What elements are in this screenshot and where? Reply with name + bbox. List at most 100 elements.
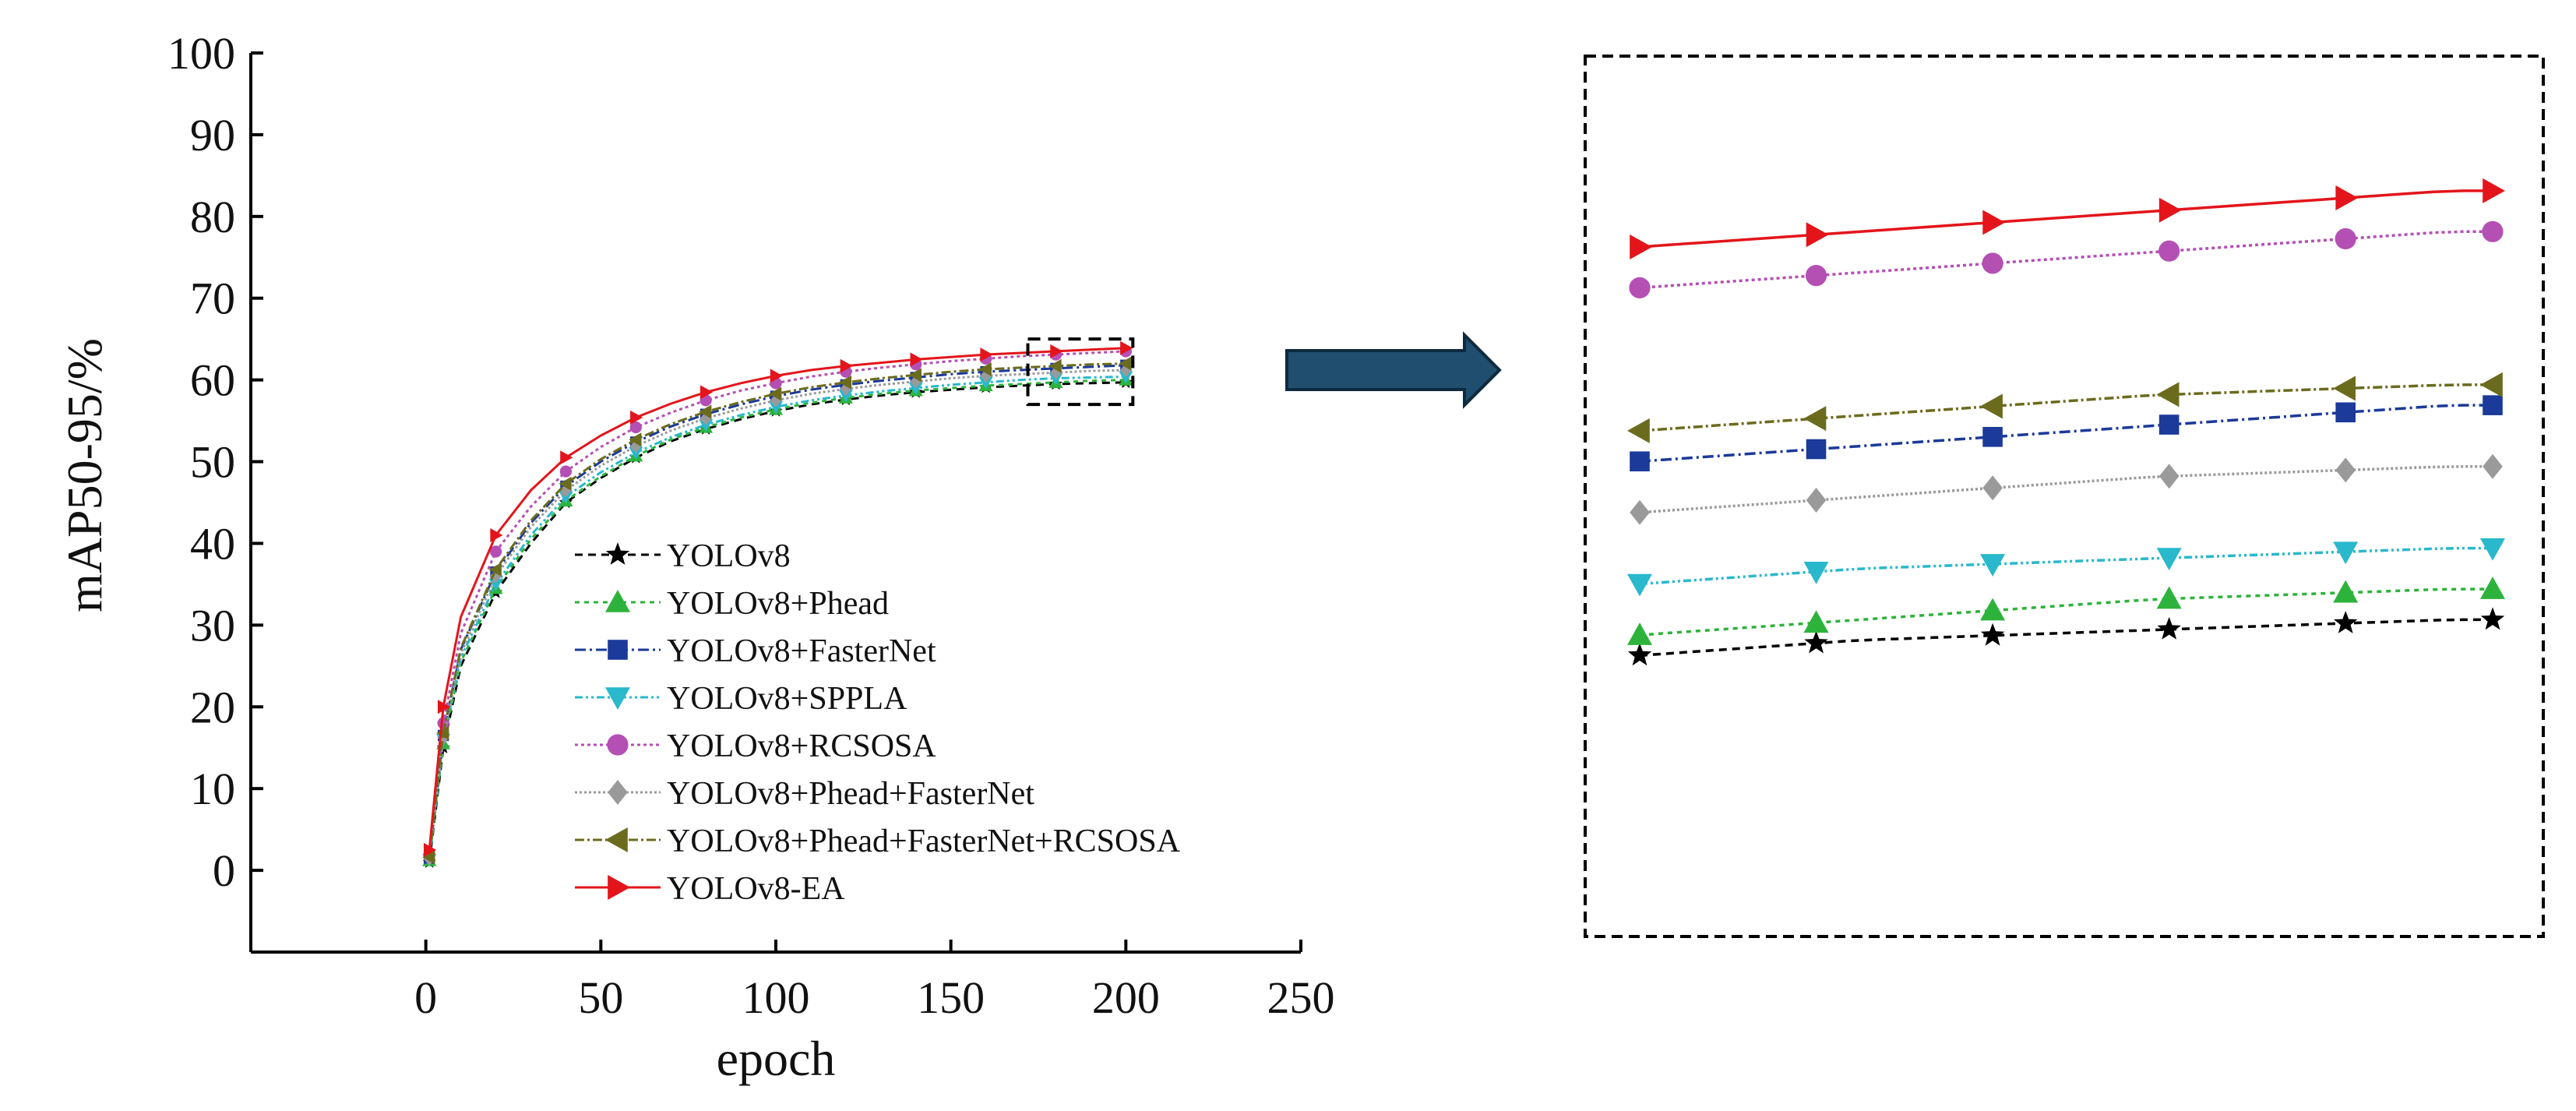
inset-series-yolov8 <box>1627 607 2505 666</box>
inset-data-point <box>1629 277 1651 298</box>
inset-series-line <box>1639 546 2493 586</box>
inset-data-point <box>2158 197 2182 223</box>
legend-label: YOLOv8+SPPLA <box>667 681 907 717</box>
inset-data-point <box>2156 548 2182 571</box>
inset-series-line <box>1639 587 2493 637</box>
inset-data-point <box>1630 234 1652 259</box>
inset-series-yolov8-ea <box>1630 178 2505 259</box>
y-tick-label: 90 <box>190 110 235 160</box>
inset-data-point <box>2335 185 2359 211</box>
y-tick-label: 50 <box>190 437 235 488</box>
legend-marker <box>605 542 630 565</box>
y-tick-label: 20 <box>190 682 235 732</box>
inset-series-yolov8-phead <box>1627 577 2505 645</box>
inset-data-point <box>2158 414 2180 435</box>
data-point <box>560 450 573 465</box>
data-point <box>630 439 642 453</box>
data-point <box>630 410 643 425</box>
zoom-inset <box>1584 55 2545 938</box>
series-line <box>428 364 1126 859</box>
inset-data-point <box>1980 598 2006 621</box>
inset-series-line <box>1639 189 2493 249</box>
legend-marker <box>605 590 630 612</box>
inset-data-point <box>2334 611 2358 633</box>
data-point <box>1050 344 1063 358</box>
y-tick-label: 10 <box>190 764 235 814</box>
legend-label: YOLOv8 <box>667 538 791 574</box>
x-tick-label: 200 <box>1092 972 1160 1023</box>
data-point <box>838 375 852 390</box>
data-point <box>978 376 993 390</box>
inset-data-point <box>1803 561 1829 584</box>
x-tick-label: 250 <box>1267 972 1335 1023</box>
legend-label: YOLOv8-EA <box>667 871 845 907</box>
inset-data-point <box>2156 382 2180 407</box>
y-tick-label: 40 <box>190 518 235 569</box>
legend: YOLOv8 YOLOv8+Phead YOLOv8+FasterNet YOLOv8… <box>575 538 1181 907</box>
inset-series-line <box>1639 383 2493 432</box>
inset-data-point <box>2156 586 2182 609</box>
x-tick-label: 100 <box>742 972 810 1023</box>
y-tick-label: 70 <box>190 273 235 324</box>
inset-data-point <box>1805 265 1827 287</box>
data-point <box>1048 358 1062 373</box>
main-plot: 0 50 100 150 200 250 0 10 20 30 40 50 60 70 80 90 100 e… <box>57 28 1335 1086</box>
data-point <box>980 369 992 383</box>
data-point <box>700 385 714 400</box>
data-point <box>769 386 782 401</box>
inset-data-point <box>1980 554 2006 577</box>
y-axis-ticks: 0 10 20 30 40 50 60 70 80 90 100 <box>167 28 263 896</box>
data-point <box>629 446 643 460</box>
data-point <box>770 369 783 383</box>
y-axis-title: mAP50-95/% <box>57 338 112 612</box>
data-point <box>908 368 922 383</box>
inset-data-point <box>1627 573 1652 597</box>
inset-data-point <box>2335 227 2356 250</box>
data-point <box>1120 340 1133 355</box>
inset-data-point <box>2480 577 2505 599</box>
inset-series-yolov8-phead-fasternet-rcsosa <box>1627 372 2503 443</box>
inset-data-point <box>2333 580 2359 603</box>
series-line <box>428 379 1126 861</box>
inset-data-point <box>1982 252 2003 274</box>
legend-label: YOLOv8+Phead <box>667 586 889 622</box>
inset-data-point <box>1627 418 1650 443</box>
legend-marker <box>605 827 628 852</box>
x-axis-title: epoch <box>717 1031 836 1086</box>
series-line <box>428 350 1126 855</box>
data-point <box>910 374 922 389</box>
y-tick-label: 60 <box>190 355 235 406</box>
data-point <box>978 362 992 376</box>
inset-data-point <box>1627 623 1652 645</box>
data-point <box>1119 356 1132 371</box>
zoom-region-box <box>1026 337 1135 407</box>
main-series-group <box>422 340 1133 868</box>
data-point <box>423 842 437 857</box>
data-point <box>559 465 573 478</box>
legend-item: YOLOv8+Phead+FasterNet <box>575 776 1034 812</box>
inset-data-point <box>1630 499 1650 525</box>
y-tick-label: 30 <box>190 600 235 651</box>
inset-data-point <box>1982 210 2006 235</box>
data-point <box>629 432 642 447</box>
legend-item: YOLOv8+RCSOSA <box>575 728 936 764</box>
legend-label: YOLOv8+Phead+FasterNet+RCSOSA <box>667 824 1181 859</box>
inset-series-line <box>1639 404 2493 463</box>
inset-series-line <box>1639 618 2493 658</box>
series-yolov8-phead-fasternet-rcsosa <box>422 356 1132 865</box>
data-point <box>1119 371 1133 384</box>
data-point <box>490 527 503 542</box>
series-line <box>428 362 1126 858</box>
inset-data-point <box>2333 376 2356 401</box>
data-point <box>488 563 502 577</box>
legend-label: YOLOv8+Phead+FasterNet <box>667 776 1034 812</box>
inset-series-yolov8-sppla <box>1627 538 2505 597</box>
inset-series-line <box>1639 465 2493 514</box>
legend-label: YOLOv8+FasterNet <box>667 633 936 669</box>
inset-series-yolov8-fasternet <box>1630 395 2503 472</box>
legend-item: YOLOv8+FasterNet <box>575 633 936 669</box>
inset-data-point <box>2480 538 2505 561</box>
series-line <box>428 369 1126 859</box>
inset-data-point <box>2335 457 2356 483</box>
